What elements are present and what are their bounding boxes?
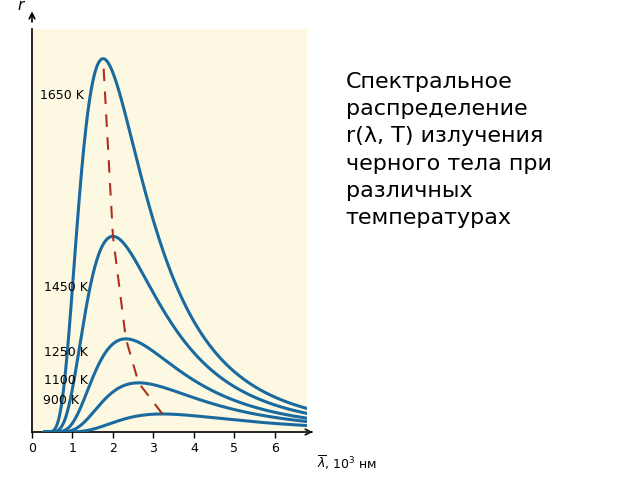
Text: 1650 K: 1650 K [40,89,84,102]
Text: Спектральное
распределение
r(λ, T) излучения
черного тела при
различных
температ: Спектральное распределение r(λ, T) излуч… [346,72,552,228]
Text: 1250 K: 1250 K [44,346,88,359]
Text: 1100 K: 1100 K [44,374,88,387]
Text: 1450 K: 1450 K [44,281,88,294]
Text: $\overline{\lambda}$, $10^3$ нм: $\overline{\lambda}$, $10^3$ нм [317,454,377,472]
Text: r: r [18,0,24,12]
Text: 900 K: 900 K [44,394,79,407]
